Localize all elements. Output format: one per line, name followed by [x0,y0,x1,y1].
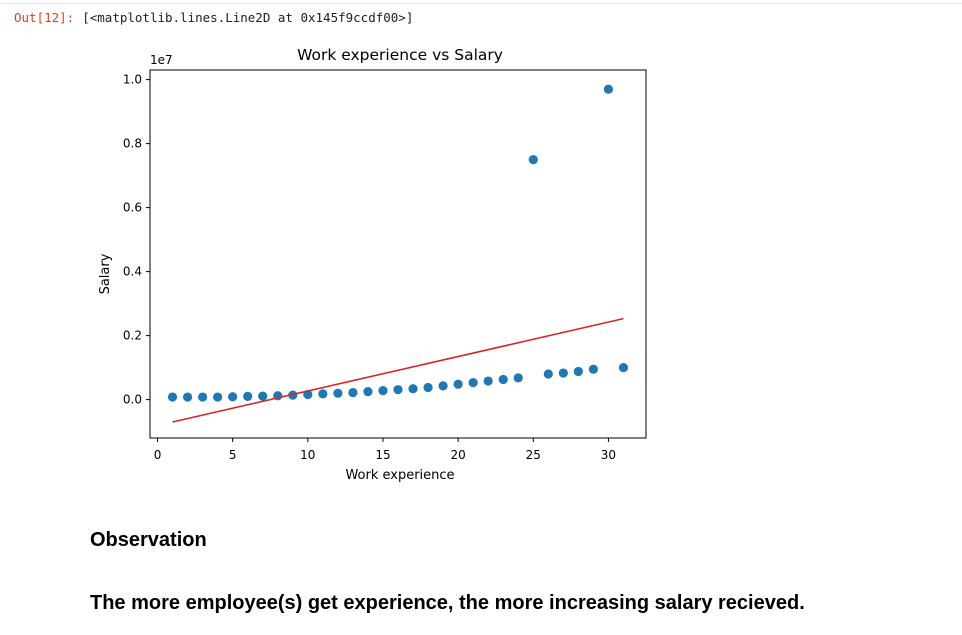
x-tick-label: 20 [450,448,465,462]
x-axis-label: Work experience [345,468,454,483]
chart-title: Work experience vs Salary [297,46,503,64]
scatter-point [618,363,629,373]
scatter-point [528,155,538,165]
y-tick-label: 0.0 [123,393,142,407]
scatter-point [483,376,493,386]
y-tick-label: 0.6 [123,201,142,215]
scatter-point [198,392,208,402]
x-tick-label: 10 [300,448,315,462]
scatter-point [438,381,448,391]
scatter-point [498,374,508,385]
markdown-heading: Observation [90,529,207,551]
scatter-point [243,391,253,401]
x-axis: 0 5 10 15 20 25 30 [154,438,616,462]
markdown-paragraph: The more employee(s) get experience, the… [90,592,805,614]
scatter-point [543,369,553,379]
cell-top-border [0,3,962,4]
output-text: [<matplotlib.lines.Line2D at 0x145f9ccdf… [82,10,414,25]
y-tick-label: 0.4 [123,265,142,279]
scatter-point [378,386,388,396]
scatter-point [408,384,418,394]
scatter-point [258,391,268,401]
chart: 0 5 10 15 20 25 30 0.0 0.2 0.4 0.6 0.8 1.0 Work exp… [98,46,647,483]
x-tick-label: 15 [375,448,390,462]
scatter-point [348,387,358,398]
scatter-point [228,392,238,402]
output-prompt: Out[12]: [14,10,75,25]
x-tick-label: 30 [601,448,616,462]
scatter-point [393,385,403,395]
plot-frame [149,69,647,439]
y-tick-label: 1.0 [123,73,142,87]
y-axis: 0.0 0.2 0.4 0.6 0.8 1.0 [123,73,150,407]
scatter-point [453,379,463,389]
x-tick-label: 5 [229,448,237,462]
scatter-point [423,382,433,393]
output-row: Out[12]: [<matplotlib.lines.Line2D at 0x1… [14,10,413,25]
y-tick-label: 0.2 [123,329,142,343]
x-tick-label: 0 [154,448,162,462]
y-tick-label: 0.8 [123,137,142,151]
scatter-point [588,364,598,374]
x-tick-label: 25 [526,448,541,462]
scatter-point [363,387,373,397]
scatter-point [558,368,568,378]
plot-marks [167,84,629,423]
scatter-point [513,373,523,383]
scatter-point [182,392,193,402]
scatter-point [573,366,583,377]
scatter-point [213,392,223,402]
y-axis-label: Salary [98,253,113,294]
scatter-point [333,388,343,398]
scatter-point [468,378,478,388]
y-offset-text: 1e7 [150,53,173,67]
regression-line [172,317,624,423]
scatter-point [603,84,614,94]
scatter-point [318,389,328,399]
scatter-point [167,392,178,402]
